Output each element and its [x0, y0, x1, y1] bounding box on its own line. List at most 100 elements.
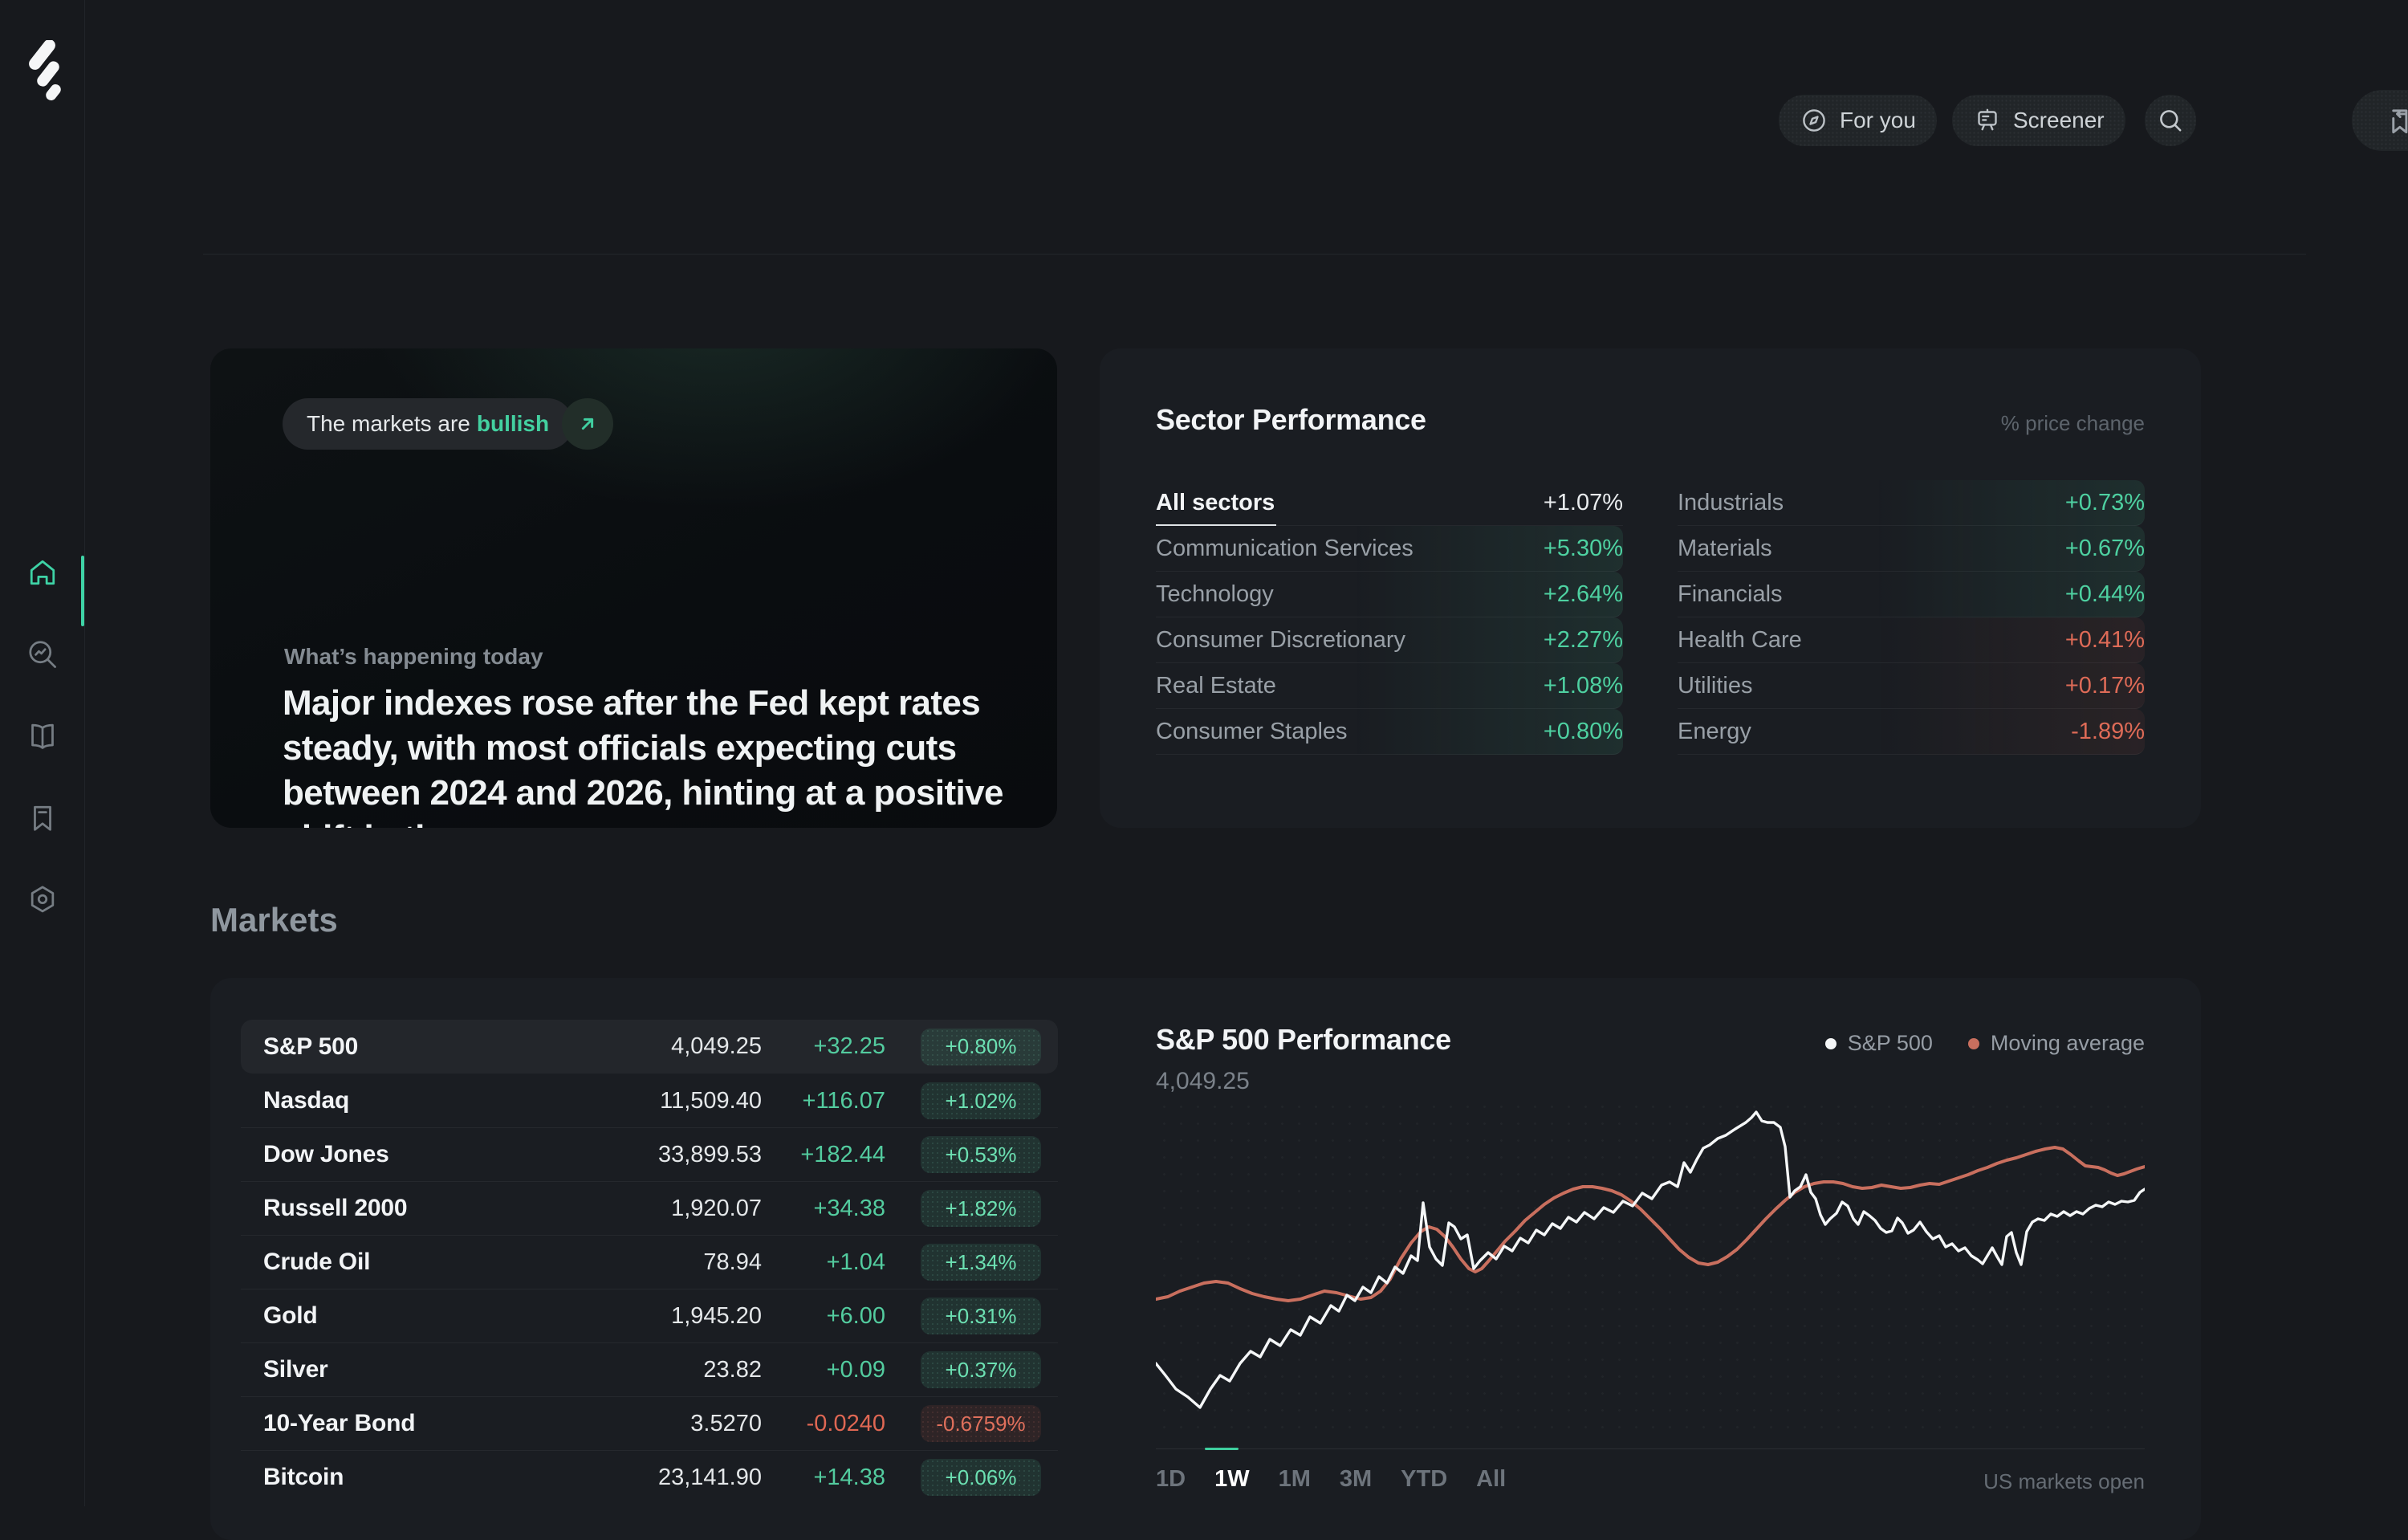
sector-performance-title: Sector Performance: [1156, 403, 1426, 436]
range-tab-1w[interactable]: 1W: [1214, 1466, 1250, 1492]
sidebar-item-bookmarks[interactable]: [24, 800, 61, 837]
range-tab-1d[interactable]: 1D: [1156, 1466, 1186, 1492]
markets-panel: S&P 500 4,049.25 +32.25 +0.80% Nasdaq 11…: [210, 978, 2201, 1540]
range-selector: 1D 1W 1M 3M YTD All: [1156, 1466, 1506, 1493]
market-percent-badge: +0.37%: [921, 1351, 1041, 1388]
market-value: 1,945.20: [671, 1302, 762, 1329]
market-row[interactable]: S&P 500 4,049.25 +32.25 +0.80%: [241, 1020, 1058, 1074]
market-percent-badge: +1.82%: [921, 1190, 1041, 1227]
market-row[interactable]: Bitcoin 23,141.90 +14.38 +0.06%: [241, 1450, 1058, 1504]
sector-row[interactable]: Health Care +0.41%: [1678, 617, 2145, 663]
market-row[interactable]: Crude Oil 78.94 +1.04 +1.34%: [241, 1235, 1058, 1289]
market-value: 23,141.90: [657, 1464, 762, 1490]
market-row[interactable]: Nasdaq 11,509.40 +116.07 +1.02%: [241, 1074, 1058, 1127]
sector-row[interactable]: Materials +0.67%: [1678, 526, 2145, 572]
sector-row[interactable]: Technology +2.64%: [1156, 572, 1623, 617]
search-trend-icon: [29, 641, 56, 668]
sector-row[interactable]: Real Estate +1.08%: [1156, 663, 1623, 709]
legend-label: Moving average: [1990, 1031, 2145, 1055]
legend-item[interactable]: S&P 500: [1824, 1031, 1933, 1056]
market-value: 4,049.25: [671, 1033, 762, 1059]
sector-row[interactable]: Consumer Discretionary +2.27%: [1156, 617, 1623, 663]
market-row[interactable]: Silver 23.82 +0.09 +0.37%: [241, 1342, 1058, 1396]
range-divider: [1156, 1448, 2145, 1450]
sector-row[interactable]: Communication Services +5.30%: [1156, 526, 1623, 572]
market-row[interactable]: 10-Year Bond 3.5270 -0.0240 -0.6759%: [241, 1396, 1058, 1450]
market-row[interactable]: Russell 2000 1,920.07 +34.38 +1.82%: [241, 1181, 1058, 1235]
market-percent-badge: +0.80%: [921, 1028, 1041, 1065]
range-tab-3m[interactable]: 3M: [1339, 1466, 1373, 1492]
search-button[interactable]: [2145, 95, 2196, 146]
sentiment-value: bullish: [476, 411, 550, 436]
price-change-note: % price change: [2000, 411, 2145, 435]
market-name: Bitcoin: [263, 1464, 344, 1490]
market-change: +116.07: [802, 1087, 885, 1114]
sidebar-item-explore[interactable]: [24, 636, 61, 673]
markets-list: S&P 500 4,049.25 +32.25 +0.80% Nasdaq 11…: [241, 1020, 1058, 1504]
hero-kicker: What’s happening today: [284, 644, 543, 669]
market-name: Silver: [263, 1356, 328, 1383]
market-change: +6.00: [826, 1302, 885, 1329]
legend-item[interactable]: Moving average: [1967, 1031, 2145, 1056]
market-value: 3.5270: [690, 1410, 762, 1436]
sidebar: [0, 0, 85, 1506]
market-name: Russell 2000: [263, 1195, 408, 1221]
sector-column-right: Industrials +0.73% Materials +0.67% Fina…: [1678, 480, 2145, 755]
screener-button[interactable]: Screener: [1952, 95, 2125, 146]
sector-label: Utilities: [1678, 672, 1753, 699]
market-sentiment-pill[interactable]: The markets are bullish: [283, 398, 574, 450]
hero-headline: Major indexes rose after the Fed kept ra…: [283, 683, 1004, 828]
for-you-label: For you: [1840, 108, 1916, 132]
market-percent-badge: +0.06%: [921, 1459, 1041, 1496]
price-chart[interactable]: [1154, 1098, 2146, 1442]
sidebar-item-news[interactable]: [24, 718, 61, 755]
daily-brief-card[interactable]: The markets are bullish What’s happening…: [210, 348, 1057, 828]
market-row[interactable]: Dow Jones 33,899.53 +182.44 +0.53%: [241, 1127, 1058, 1181]
for-you-button[interactable]: For you: [1779, 95, 1937, 146]
save-bookmark-button[interactable]: [2352, 90, 2408, 151]
sector-change: -1.89%: [2071, 718, 2145, 744]
sidebar-item-settings[interactable]: [24, 882, 61, 919]
screener-board-icon: [1978, 108, 1997, 131]
range-tab-ytd[interactable]: YTD: [1401, 1466, 1448, 1492]
market-name: S&P 500: [263, 1033, 359, 1060]
sector-row[interactable]: Utilities +0.17%: [1678, 663, 2145, 709]
market-status: US markets open: [1983, 1469, 2145, 1493]
range-tab-all[interactable]: All: [1476, 1466, 1507, 1492]
range-tab-1m[interactable]: 1M: [1278, 1466, 1311, 1492]
sector-change: +2.27%: [1543, 626, 1623, 653]
chart-title: S&P 500 Performance: [1156, 1023, 1451, 1056]
market-percent-badge: +0.31%: [921, 1298, 1041, 1334]
sector-row[interactable]: Consumer Staples +0.80%: [1156, 709, 1623, 755]
search-icon: [2160, 110, 2182, 132]
market-name: Nasdaq: [263, 1087, 350, 1114]
market-row[interactable]: Gold 1,945.20 +6.00 +0.31%: [241, 1289, 1058, 1342]
market-change: +34.38: [813, 1195, 885, 1221]
market-percent-badge: +1.34%: [921, 1244, 1041, 1281]
market-percent-badge: +1.02%: [921, 1082, 1041, 1119]
sector-row[interactable]: All sectors +1.07%: [1156, 480, 1623, 526]
sector-label: Energy: [1678, 718, 1751, 744]
sector-column-left: All sectors +1.07% Communication Service…: [1156, 480, 1623, 755]
market-name: Crude Oil: [263, 1249, 371, 1275]
sector-row[interactable]: Energy -1.89%: [1678, 709, 2145, 755]
sector-row[interactable]: Industrials +0.73%: [1678, 480, 2145, 526]
market-change: +0.09: [826, 1356, 885, 1383]
market-value: 78.94: [703, 1249, 762, 1275]
legend-dot: [1824, 1037, 1837, 1049]
arrow-up-right-icon: [581, 418, 594, 430]
app-logo[interactable]: [19, 40, 69, 106]
sidebar-item-home[interactable]: [24, 554, 61, 591]
market-change: +182.44: [800, 1141, 885, 1167]
open-brief-button[interactable]: [562, 398, 613, 450]
sector-change: +2.64%: [1543, 581, 1623, 607]
chart-legend: S&P 500 Moving average: [1824, 1031, 2145, 1056]
home-icon: [30, 560, 55, 585]
sector-row[interactable]: Financials +0.44%: [1678, 572, 2145, 617]
sector-label: All sectors: [1156, 489, 1275, 515]
sector-label: Real Estate: [1156, 672, 1276, 699]
market-value: 33,899.53: [657, 1141, 762, 1167]
legend-dot: [1967, 1037, 1979, 1049]
book-icon: [31, 723, 54, 749]
market-name: 10-Year Bond: [263, 1410, 416, 1436]
